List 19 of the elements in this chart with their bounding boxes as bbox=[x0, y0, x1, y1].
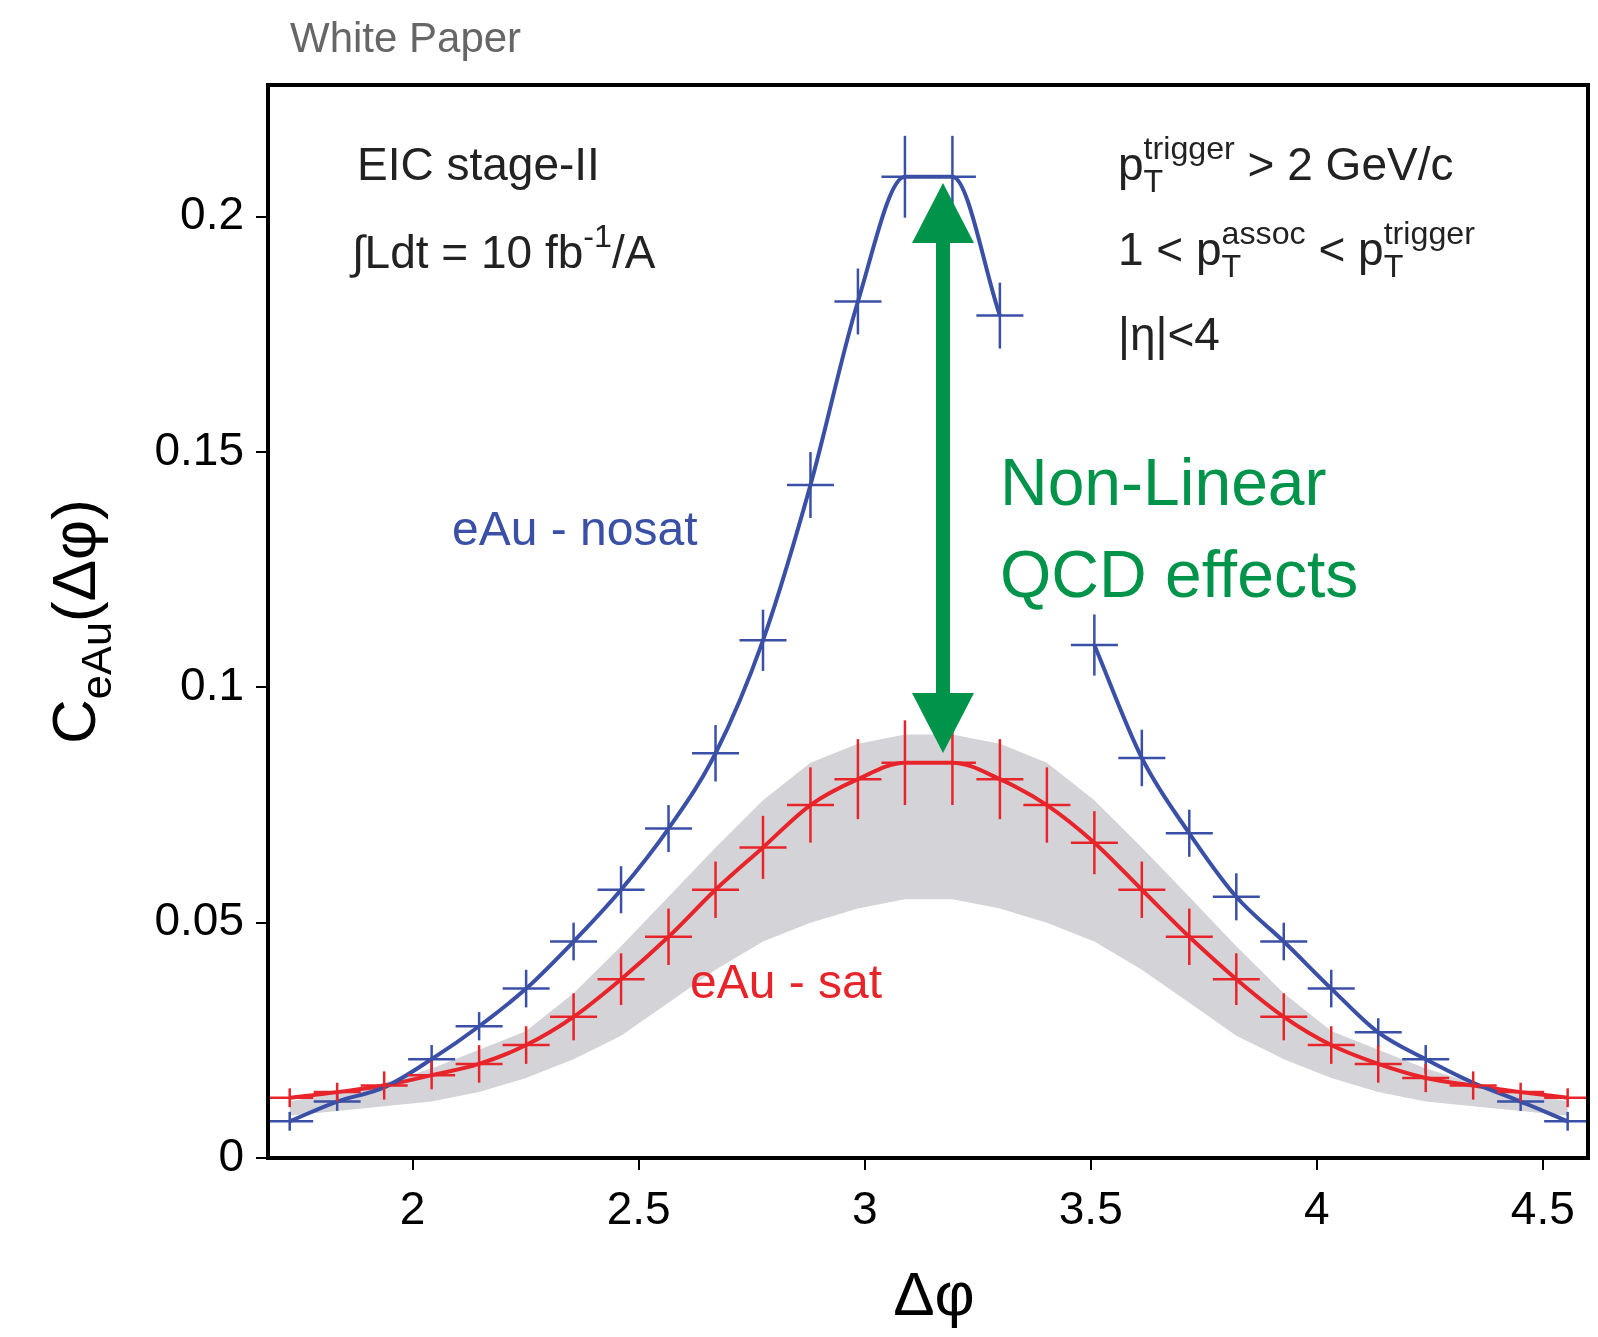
x-tick-label: 4.5 bbox=[1510, 1182, 1575, 1235]
annotation: Non-Linear QCD effects bbox=[1000, 445, 1359, 612]
x-tick-label: 3.5 bbox=[1058, 1182, 1123, 1235]
y-tick-label: 0.2 bbox=[180, 187, 244, 240]
x-tick-label: 2.5 bbox=[606, 1182, 671, 1235]
y-tick-label: 0 bbox=[218, 1128, 244, 1181]
y-axis-title: CeAu(Δφ) bbox=[39, 499, 120, 744]
series-label: eAu - nosat bbox=[452, 502, 698, 555]
y-tick-label: 0.05 bbox=[154, 893, 244, 946]
y-tick-label: 0.15 bbox=[154, 422, 244, 475]
x-tick-label: 2 bbox=[399, 1182, 426, 1235]
x-axis-title: Δφ bbox=[893, 1259, 975, 1328]
annotation: EIC stage-II bbox=[357, 138, 600, 190]
series-label: eAu - sat bbox=[690, 955, 883, 1008]
chart-title: White Paper bbox=[290, 14, 522, 61]
annotation: |η|<4 bbox=[1118, 308, 1220, 360]
x-tick-label: 4 bbox=[1303, 1182, 1330, 1235]
y-tick-label: 0.1 bbox=[180, 658, 244, 711]
x-tick-label: 3 bbox=[851, 1182, 878, 1235]
